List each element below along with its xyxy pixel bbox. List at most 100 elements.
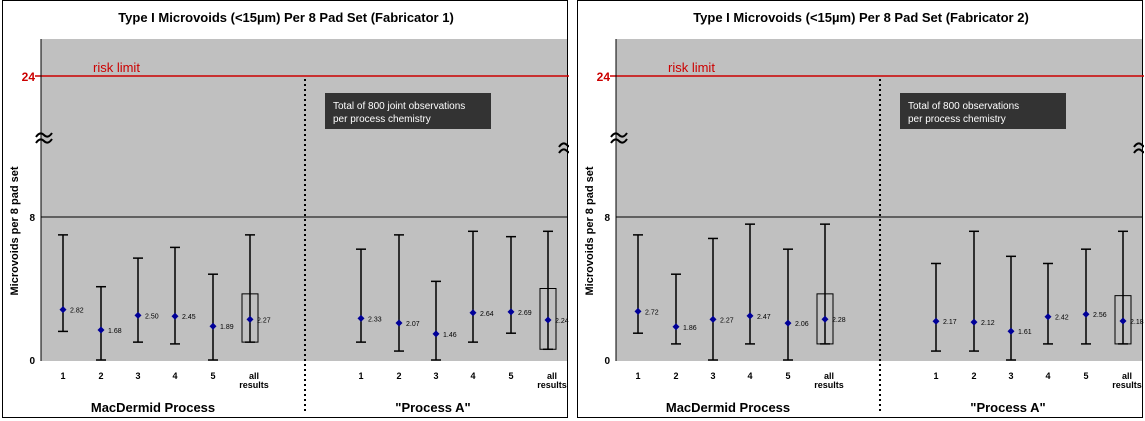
- data-label: 2.28: [832, 317, 846, 324]
- category-label: 5: [508, 371, 513, 381]
- y-tick-label: 0: [29, 356, 35, 367]
- data-label: 2.18: [1130, 319, 1144, 326]
- risk-limit-label: risk limit: [93, 60, 140, 75]
- data-label: 2.69: [518, 310, 532, 317]
- mean-marker: [821, 315, 829, 323]
- group-label: MacDermid Process: [666, 400, 790, 415]
- mean-marker: [672, 323, 680, 331]
- category-label: 2: [673, 371, 678, 381]
- category-label: 5: [785, 371, 790, 381]
- data-label: 2.72: [645, 309, 659, 316]
- category-label: 1: [933, 371, 938, 381]
- data-label: 2.47: [757, 314, 771, 321]
- mean-marker: [709, 315, 717, 323]
- annotation-box: [900, 93, 1066, 129]
- category-label: 2: [396, 371, 401, 381]
- chart-fabricator-2: Type I Microvoids (<15µm) Per 8 Pad Set …: [584, 10, 1144, 415]
- annotation-text: per process chemistry: [333, 114, 431, 125]
- data-label: 2.24: [555, 318, 569, 325]
- data-label: 1.68: [108, 328, 122, 335]
- chart-panel-fabricator-2: Type I Microvoids (<15µm) Per 8 Pad Set …: [577, 0, 1144, 418]
- category-label: 2: [971, 371, 976, 381]
- axis-break-icon-left: [35, 132, 53, 144]
- mean-marker: [1007, 327, 1015, 335]
- data-label: 2.64: [480, 311, 494, 318]
- mean-marker: [784, 319, 792, 327]
- mean-marker: [634, 307, 642, 315]
- category-label: all: [824, 371, 834, 381]
- data-label: 2.56: [1093, 312, 1107, 319]
- mean-marker: [932, 317, 940, 325]
- data-label: 2.27: [720, 317, 734, 324]
- category-label: 2: [98, 371, 103, 381]
- y-tick-label: 24: [597, 70, 611, 84]
- category-label: all: [547, 371, 557, 381]
- mean-marker: [59, 306, 67, 314]
- interval-box: [816, 293, 834, 345]
- category-label: 4: [470, 371, 475, 381]
- category-label: 5: [210, 371, 215, 381]
- axis-break-icon-right: [558, 142, 569, 154]
- category-label: 3: [433, 371, 438, 381]
- mean-marker: [246, 315, 254, 323]
- chart-fabricator-1: Type I Microvoids (<15µm) Per 8 Pad Set …: [9, 10, 569, 415]
- annotation-text: per process chemistry: [908, 114, 1006, 125]
- mean-marker: [1119, 317, 1127, 325]
- mean-marker: [432, 330, 440, 338]
- data-label: 1.86: [683, 325, 697, 332]
- mean-marker: [357, 314, 365, 322]
- group-label: MacDermid Process: [91, 400, 215, 415]
- category-label: results: [239, 380, 269, 390]
- category-label: results: [814, 380, 844, 390]
- data-label: 1.89: [220, 324, 234, 331]
- annotation-box: [325, 93, 491, 129]
- category-label: all: [249, 371, 259, 381]
- category-label: 1: [60, 371, 65, 381]
- data-label: 2.33: [368, 316, 382, 323]
- mean-marker: [970, 318, 978, 326]
- mean-marker: [171, 312, 179, 320]
- category-label: results: [537, 380, 567, 390]
- axis-break-icon-left: [610, 132, 628, 144]
- category-label: 5: [1083, 371, 1088, 381]
- data-label: 1.61: [1018, 329, 1032, 336]
- chart-panel-fabricator-1: Type I Microvoids (<15µm) Per 8 Pad Set …: [2, 0, 569, 418]
- mean-marker: [97, 326, 105, 334]
- category-label: 1: [635, 371, 640, 381]
- mean-marker: [1044, 313, 1052, 321]
- chart-title: Type I Microvoids (<15µm) Per 8 Pad Set …: [118, 10, 454, 25]
- interval-box: [241, 293, 259, 343]
- category-label: 4: [747, 371, 752, 381]
- category-label: results: [1112, 380, 1142, 390]
- data-label: 2.17: [943, 319, 957, 326]
- data-label: 2.82: [70, 308, 84, 315]
- data-label: 2.42: [1055, 315, 1069, 322]
- data-label: 1.46: [443, 332, 457, 339]
- data-label: 2.06: [795, 321, 809, 328]
- group-label: "Process A": [395, 400, 470, 415]
- mean-marker: [1082, 310, 1090, 318]
- y-tick-label: 24: [22, 70, 36, 84]
- mean-marker: [544, 316, 552, 324]
- data-label: 2.50: [145, 313, 159, 320]
- mean-marker: [209, 322, 217, 330]
- mean-marker: [395, 319, 403, 327]
- category-label: 4: [1045, 371, 1050, 381]
- y-tick-label: 8: [604, 213, 610, 224]
- risk-limit-label: risk limit: [668, 60, 715, 75]
- category-label: 3: [1008, 371, 1013, 381]
- y-axis-label: Microvoids per 8 pad set: [584, 166, 596, 295]
- data-label: 2.12: [981, 320, 995, 327]
- data-label: 2.07: [406, 321, 420, 328]
- data-label: 2.27: [257, 317, 271, 324]
- mean-marker: [134, 311, 142, 319]
- annotation-text: Total of 800 joint observations: [333, 101, 465, 112]
- mean-marker: [746, 312, 754, 320]
- y-axis-label: Microvoids per 8 pad set: [9, 166, 21, 295]
- y-tick-label: 0: [604, 356, 610, 367]
- mean-marker: [469, 309, 477, 317]
- category-label: 3: [135, 371, 140, 381]
- chart-title: Type I Microvoids (<15µm) Per 8 Pad Set …: [693, 10, 1029, 25]
- annotation-text: Total of 800 observations: [908, 101, 1019, 112]
- category-label: 3: [710, 371, 715, 381]
